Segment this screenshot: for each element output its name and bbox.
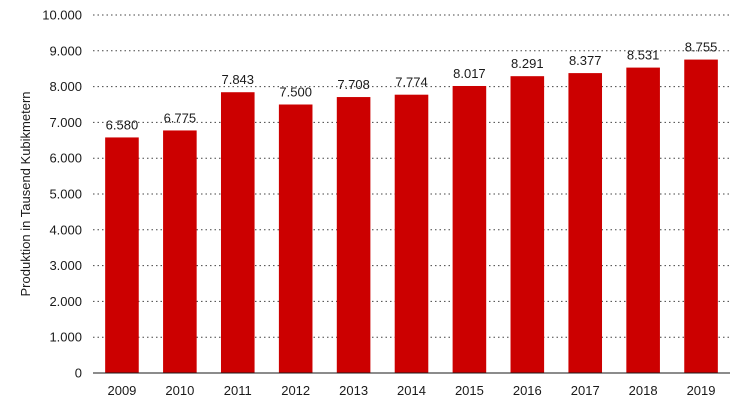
data-label: 6.580 bbox=[106, 117, 139, 132]
x-tick-label: 2018 bbox=[629, 383, 658, 398]
y-tick-label: 2.000 bbox=[49, 294, 82, 309]
y-tick-label: 7.000 bbox=[49, 115, 82, 130]
y-tick-label: 5.000 bbox=[49, 187, 82, 202]
data-label: 7.774 bbox=[395, 75, 428, 90]
bar bbox=[568, 73, 603, 374]
data-label: 8.531 bbox=[627, 48, 660, 63]
y-tick-label: 0 bbox=[75, 366, 82, 381]
data-label: 7.843 bbox=[221, 72, 254, 87]
bar bbox=[278, 104, 313, 373]
bars bbox=[105, 59, 718, 374]
y-tick-label: 10.000 bbox=[42, 8, 82, 23]
x-tick-labels: 2009 2010 2011 2012 2013 2014 2015 2016 2017 2018… bbox=[107, 383, 715, 398]
bar bbox=[105, 137, 139, 373]
data-label: 7.708 bbox=[337, 77, 370, 92]
data-label: 7.500 bbox=[279, 85, 312, 100]
data-label: 8.377 bbox=[569, 53, 602, 68]
y-tick-label: 9.000 bbox=[49, 43, 82, 58]
y-tick-label: 3.000 bbox=[49, 258, 82, 273]
data-label: 8.291 bbox=[511, 56, 544, 71]
x-tick-label: 2016 bbox=[513, 383, 542, 398]
x-tick-label: 2015 bbox=[455, 383, 484, 398]
x-tick-label: 2011 bbox=[224, 383, 252, 398]
bar bbox=[394, 94, 429, 374]
x-tick-label: 2017 bbox=[571, 383, 600, 398]
bar bbox=[452, 85, 487, 374]
bar bbox=[684, 59, 718, 374]
x-tick-label: 2014 bbox=[397, 383, 426, 398]
y-tick-label: 6.000 bbox=[49, 151, 82, 166]
x-tick-label: 2013 bbox=[339, 383, 368, 398]
x-tick-label: 2019 bbox=[687, 383, 716, 398]
y-tick-label: 8.000 bbox=[49, 79, 82, 94]
data-label: 6.775 bbox=[164, 110, 197, 125]
bar bbox=[626, 67, 660, 373]
y-tick-labels: 0 1.000 2.000 3.000 4.000 5.000 6.000 7.000 8.00… bbox=[42, 8, 82, 381]
bar bbox=[163, 130, 197, 373]
bar bbox=[510, 76, 545, 374]
x-tick-label: 2012 bbox=[281, 383, 310, 398]
bar bbox=[336, 97, 371, 374]
data-label: 8.017 bbox=[453, 66, 486, 81]
data-labels: 6.580 6.775 7.843 7.500 7.708 7.774 8.017 8.291… bbox=[106, 40, 718, 133]
x-tick-label: 2009 bbox=[107, 383, 136, 398]
bar bbox=[220, 92, 255, 374]
data-label: 8.755 bbox=[685, 40, 718, 55]
x-tick-label: 2010 bbox=[165, 383, 194, 398]
y-axis-title: Produktion in Tausend Kubikmetern bbox=[18, 92, 33, 297]
y-tick-label: 1.000 bbox=[49, 330, 82, 345]
y-tick-label: 4.000 bbox=[49, 222, 82, 237]
